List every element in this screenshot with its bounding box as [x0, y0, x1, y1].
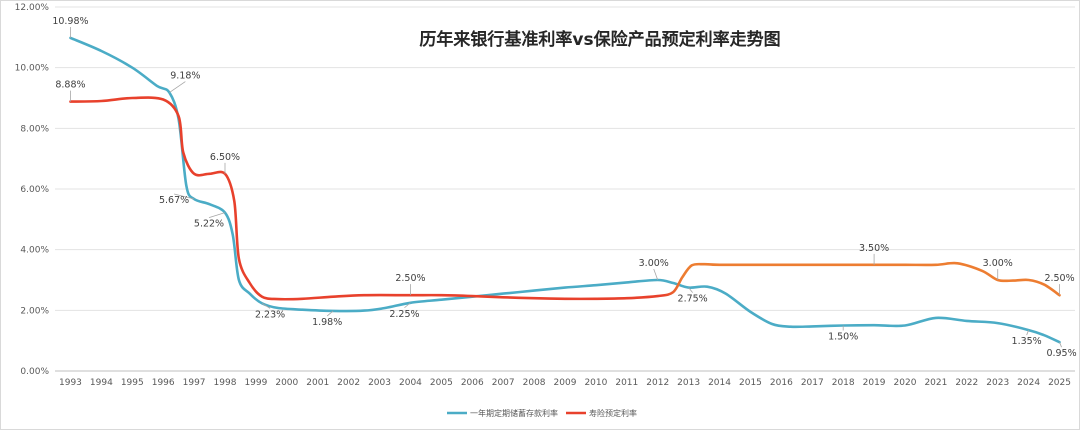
data-label: 5.22% [194, 219, 224, 230]
x-tick-label: 2014 [708, 378, 731, 388]
data-label: 5.67% [159, 195, 189, 206]
data-label: 3.00% [639, 258, 669, 269]
y-tick-label: 4.00% [20, 246, 49, 256]
data-label: 0.95% [1046, 348, 1076, 359]
x-tick-label: 1995 [121, 378, 144, 388]
data-label-leader [208, 212, 226, 219]
x-tick-label: 2000 [275, 378, 298, 388]
y-tick-label: 0.00% [20, 367, 49, 377]
data-label-leader [688, 287, 693, 293]
data-label: 2.50% [1044, 273, 1074, 284]
chart-title: 历年来银行基准利率vs保险产品预定利率走势图 [419, 29, 780, 50]
y-tick-label: 12.00% [15, 3, 50, 13]
y-tick-label: 6.00% [20, 185, 49, 195]
series-line-1 [69, 96, 1061, 301]
data-label: 2.75% [678, 294, 708, 305]
x-tick-label: 2015 [739, 378, 762, 388]
x-tick-label: 2024 [1017, 378, 1040, 388]
data-label: 1.35% [1012, 336, 1042, 347]
data-label-leader [404, 302, 411, 309]
data-label-leader [1059, 342, 1062, 348]
x-tick-label: 2022 [955, 378, 978, 388]
y-tick-label: 8.00% [20, 124, 49, 134]
legend-label: 一年期定期储蓄存款利率 [470, 408, 558, 418]
x-tick-label: 2025 [1048, 378, 1071, 388]
x-tick-label: 2007 [492, 378, 515, 388]
legend-label: 寿险预定利率 [589, 408, 637, 418]
data-label: 3.00% [983, 258, 1013, 269]
x-tick-label: 1994 [90, 378, 113, 388]
x-tick-label: 2012 [646, 378, 669, 388]
y-tick-label: 2.00% [20, 306, 49, 316]
data-label: 10.98% [52, 16, 88, 27]
data-label: 2.23% [255, 309, 285, 320]
data-label: 3.50% [859, 243, 889, 254]
x-tick-label: 2011 [615, 378, 638, 388]
data-label-leader [261, 303, 271, 309]
data-label-leader [653, 268, 659, 281]
series-line-0 [69, 36, 1061, 344]
x-tick-label: 1996 [152, 378, 175, 388]
data-label-leader [326, 310, 334, 317]
x-tick-label: 2004 [399, 378, 422, 388]
x-tick-label: 2018 [832, 378, 855, 388]
data-label: 2.50% [395, 273, 425, 284]
x-tick-label: 2019 [863, 378, 886, 388]
x-tick-label: 2020 [894, 378, 917, 388]
x-tick-label: 2008 [523, 378, 546, 388]
x-tick-label: 2006 [461, 378, 484, 388]
x-tick-label: 2005 [430, 378, 453, 388]
data-label-leader [1026, 329, 1030, 336]
data-label: 1.50% [828, 332, 858, 343]
x-tick-label: 1997 [183, 378, 206, 388]
data-label: 6.50% [210, 152, 240, 163]
data-label-leader [173, 193, 195, 200]
x-tick-label: 2003 [368, 378, 391, 388]
x-tick-label: 2002 [337, 378, 360, 388]
x-tick-label: 1999 [244, 378, 267, 388]
legend: 一年期定期储蓄存款利率 寿险预定利率 [447, 408, 637, 418]
gridlines [55, 6, 1075, 372]
axes: 0.00% 2.00% 4.00% 6.00% 8.00% 10.00% 12.00% 199… [15, 3, 1071, 388]
y-tick-label: 10.00% [15, 64, 50, 74]
data-label: 8.88% [55, 80, 85, 91]
x-tick-label: 2021 [924, 378, 947, 388]
x-tick-label: 2009 [554, 378, 577, 388]
data-label-leader [169, 81, 186, 93]
x-tick-label: 2013 [677, 378, 700, 388]
x-tick-label: 2023 [986, 378, 1009, 388]
data-label: 9.18% [170, 71, 200, 82]
data-labels: 10.98% 9.18% 5.67% 5.22% 2.23% 1.98% 2.25% 3.00… [52, 16, 1076, 359]
x-tick-label: 2016 [770, 378, 793, 388]
data-label: 2.25% [389, 309, 419, 320]
x-tick-label: 2010 [584, 378, 607, 388]
x-tick-label: 2017 [801, 378, 824, 388]
x-tick-label: 1998 [214, 378, 237, 388]
x-tick-label: 1993 [59, 378, 82, 388]
data-label: 1.98% [312, 317, 342, 328]
x-tick-label: 2001 [306, 378, 329, 388]
series-lines [69, 36, 1061, 344]
